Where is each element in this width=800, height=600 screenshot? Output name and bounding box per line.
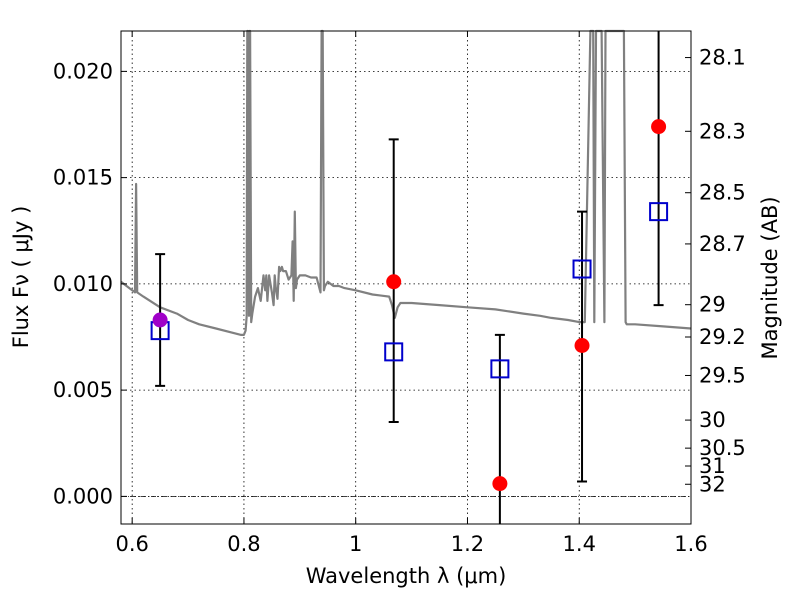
- model-photometry-square: [490, 359, 510, 379]
- y-tick-label: 0.015: [53, 166, 113, 190]
- model-photometry-square: [384, 342, 404, 362]
- model-photometry-square: [572, 259, 592, 279]
- right-tick-label: 28.3: [699, 119, 746, 143]
- right-tick-label: 28.7: [699, 232, 746, 256]
- right-axis-label: Magnitude (AB): [758, 196, 782, 359]
- data-markers: [150, 119, 669, 492]
- y-tick-label: 0.020: [53, 59, 113, 83]
- right-tick-label: 31: [699, 454, 726, 478]
- x-tick-label: 1.6: [674, 532, 707, 556]
- x-axis-label: Wavelength λ (μm): [306, 564, 507, 588]
- right-tick-label: 30: [699, 408, 726, 432]
- x-tick-label: 1.2: [451, 532, 484, 556]
- x-tick-label: 1.4: [563, 532, 596, 556]
- right-tick-label: 32: [699, 472, 726, 496]
- y-tick-label: 0.000: [53, 484, 113, 508]
- observed-flux-point: [651, 119, 667, 135]
- right-tick-label: 28.5: [699, 181, 746, 205]
- plot-frame: [120, 30, 692, 525]
- y-tick-label: 0.010: [53, 272, 113, 296]
- x-tick-label: 1: [349, 532, 362, 556]
- spectrum-line: [120, 29, 692, 336]
- right-tick-label: 29.2: [699, 325, 746, 349]
- x-tick-label: 0.6: [115, 532, 148, 556]
- right-tick-label: 28.1: [699, 46, 746, 70]
- right-tick-label: 30.5: [699, 436, 746, 460]
- right-tick-label: 29: [699, 293, 726, 317]
- observed-flux-point: [152, 312, 168, 328]
- observed-flux-point: [574, 338, 590, 353]
- observed-flux-point: [386, 274, 402, 290]
- y-tick-label: 0.005: [53, 378, 113, 402]
- right-tick-label: 29.5: [699, 363, 746, 387]
- y-axis-label: Flux Fν ( μJy ): [9, 206, 33, 349]
- model-photometry-square: [649, 202, 669, 222]
- x-tick-label: 0.8: [227, 532, 260, 556]
- axis-ticks: 0.6 0.8 1 1.2 1.4 1.6 0.000 0.005 0.010 0.015 0.02…: [53, 31, 746, 556]
- observed-flux-point: [492, 476, 508, 492]
